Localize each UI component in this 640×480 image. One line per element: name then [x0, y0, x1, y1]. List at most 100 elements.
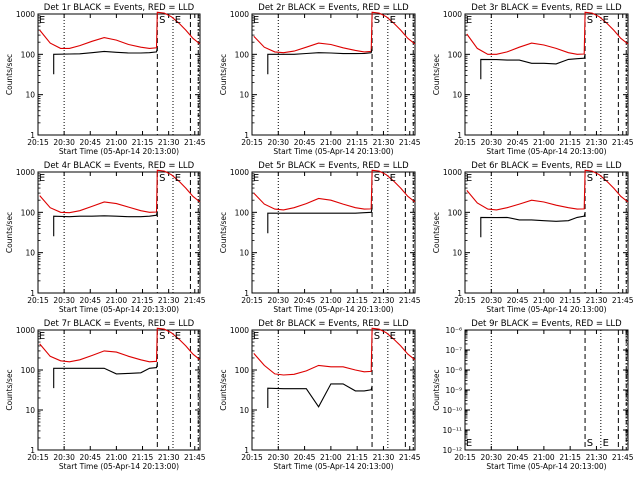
marker-s: S — [587, 173, 593, 184]
x-tick-label: 21:45 — [612, 453, 634, 462]
x-tick-label: 21:45 — [184, 138, 206, 147]
y-tick-label: 100 — [21, 208, 36, 217]
x-tick-label: 21:30 — [158, 453, 180, 462]
x-axis-label: Start Time (05-Apr-14 20:13:00) — [486, 305, 606, 314]
x-tick-label: 20:45 — [507, 138, 529, 147]
x-tick-label: 21:45 — [184, 453, 206, 462]
x-tick-label: 20:15 — [241, 138, 263, 147]
detector-panel-6: Det 6r BLACK = Events, RED = LLD 20:15 20:… — [432, 161, 634, 314]
panel-title: Det 4r BLACK = Events, RED = LLD — [44, 161, 195, 171]
x-axis-label: Start Time (05-Apr-14 20:13:00) — [59, 147, 179, 156]
x-axis-label: Start Time (05-Apr-14 20:13:00) — [486, 147, 606, 156]
events-series-line — [480, 212, 586, 238]
y-tick-label: 1000 — [16, 168, 35, 177]
marker-e: E — [466, 173, 472, 184]
lld-series-line — [253, 169, 416, 211]
x-tick-label: 21:30 — [158, 296, 180, 305]
detector-panel-3: Det 3r BLACK = Events, RED = LLD 20:15 20:… — [432, 3, 634, 156]
y-tick-label: 100 — [448, 208, 463, 217]
marker-e: E — [253, 173, 259, 184]
y-axis-label: Counts/sec — [432, 212, 441, 253]
y-tick-label: 1 — [457, 289, 462, 298]
x-tick-label: 21:45 — [399, 296, 421, 305]
marker-s: S — [374, 173, 380, 184]
x-tick-label: 20:15 — [27, 296, 49, 305]
y-tick-label: 10 — [25, 406, 35, 415]
x-tick-label: 21:00 — [533, 138, 555, 147]
y-tick-label: 100 — [235, 208, 250, 217]
x-axis-label: Start Time (05-Apr-14 20:13:00) — [273, 305, 393, 314]
marker-e: E — [175, 15, 181, 26]
y-tick-label: 1 — [30, 446, 35, 455]
x-tick-label: 20:15 — [241, 296, 263, 305]
x-tick-label: 20:45 — [79, 138, 101, 147]
x-tick-label: 20:30 — [267, 453, 289, 462]
plot-frame — [251, 171, 416, 294]
y-tick-label: 10⁻⁷ — [445, 346, 462, 355]
y-tick-label: 1000 — [16, 326, 35, 335]
y-tick-label: 10⁻¹² — [442, 446, 462, 455]
x-tick-label: 21:15 — [346, 138, 368, 147]
y-tick-label: 100 — [235, 366, 250, 375]
events-series-line — [53, 211, 158, 237]
y-tick-label: 1000 — [230, 326, 249, 335]
y-axis-label: Counts/sec — [432, 369, 441, 410]
plot-frame — [251, 329, 416, 451]
events-series-line — [267, 383, 373, 408]
plot-frame — [37, 329, 201, 451]
marker-s: S — [374, 331, 380, 342]
x-tick-label: 21:15 — [559, 296, 581, 305]
marker-e: E — [175, 173, 181, 184]
x-tick-label: 20:45 — [294, 138, 316, 147]
x-tick-label: 20:45 — [79, 296, 101, 305]
plot-frame — [37, 13, 201, 136]
x-tick-label: 20:30 — [480, 296, 502, 305]
x-tick-label: 21:00 — [106, 138, 128, 147]
panel-title: Det 3r BLACK = Events, RED = LLD — [471, 3, 622, 13]
marker-e: E — [466, 15, 472, 26]
plot-frame — [464, 13, 629, 136]
x-tick-label: 20:30 — [480, 138, 502, 147]
x-tick-label: 21:15 — [132, 296, 154, 305]
lld-series-line — [39, 169, 201, 214]
panel-title: Det 2r BLACK = Events, RED = LLD — [258, 3, 409, 13]
detector-panel-1: Det 1r BLACK = Events, RED = LLD 20:15 20:… — [5, 3, 206, 156]
x-tick-label: 20:30 — [267, 296, 289, 305]
y-axis-label: Counts/sec — [432, 54, 441, 95]
x-tick-label: 21:15 — [132, 453, 154, 462]
y-axis-label: Counts/sec — [219, 212, 228, 253]
x-tick-label: 21:15 — [346, 296, 368, 305]
x-axis-label: Start Time (05-Apr-14 20:13:00) — [486, 462, 606, 471]
marker-e: E — [253, 15, 259, 26]
marker-s: S — [159, 331, 165, 342]
x-axis-label: Start Time (05-Apr-14 20:13:00) — [273, 462, 393, 471]
x-axis-label: Start Time (05-Apr-14 20:13:00) — [59, 462, 179, 471]
lld-series-line — [253, 11, 416, 54]
x-tick-label: 21:15 — [559, 138, 581, 147]
x-tick-label: 21:15 — [559, 453, 581, 462]
y-tick-label: 1000 — [230, 10, 249, 19]
marker-e: E — [390, 331, 396, 342]
y-tick-label: 1 — [244, 289, 249, 298]
x-tick-label: 21:15 — [132, 138, 154, 147]
y-tick-label: 10 — [239, 249, 249, 258]
y-tick-label: 100 — [21, 366, 36, 375]
detector-panel-5: Det 5r BLACK = Events, RED = LLD 20:15 20:… — [219, 161, 421, 314]
y-tick-label: 10 — [25, 91, 35, 100]
marker-s: S — [587, 15, 593, 26]
y-tick-label: 1 — [30, 289, 35, 298]
x-tick-label: 21:00 — [106, 453, 128, 462]
plot-frame — [464, 171, 629, 294]
y-tick-label: 1 — [30, 131, 35, 140]
x-tick-label: 21:45 — [399, 453, 421, 462]
x-tick-label: 20:15 — [241, 453, 263, 462]
y-axis-label: Counts/sec — [5, 369, 14, 410]
x-tick-label: 20:45 — [79, 453, 101, 462]
x-tick-label: 20:45 — [507, 296, 529, 305]
marker-s: S — [587, 438, 593, 449]
y-tick-label: 1000 — [16, 10, 35, 19]
marker-e: E — [390, 173, 396, 184]
marker-e: E — [39, 331, 45, 342]
x-tick-label: 21:30 — [158, 138, 180, 147]
